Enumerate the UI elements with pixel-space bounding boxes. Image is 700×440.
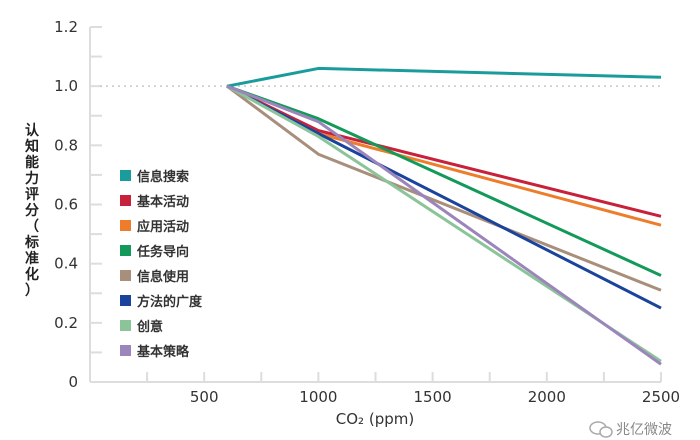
y-axis-label-char: 化: [25, 266, 39, 283]
y-axis-label-char: 评: [25, 187, 39, 203]
y-axis-label-char: ）: [25, 283, 39, 299]
series-line: [226, 84, 662, 277]
legend-label: 方法的广度: [137, 294, 203, 310]
legend-label: 基本策略: [136, 344, 190, 360]
series-line: [226, 84, 662, 363]
y-tick-label: 1.2: [54, 18, 78, 36]
x-tick-label: 1500: [414, 388, 452, 406]
legend-label: 应用活动: [137, 219, 189, 235]
legend-swatch: [120, 245, 131, 256]
legend-swatch: [120, 195, 131, 206]
y-axis-label-char: 分: [25, 203, 39, 219]
series-line: [226, 84, 662, 366]
watermark: 兆亿微波: [589, 421, 672, 438]
x-tick-label: 2000: [528, 388, 566, 406]
legend-label: 任务导向: [136, 244, 189, 260]
y-axis-label-char: 准: [25, 250, 39, 267]
y-axis-label: 认知能力评分（标准化）: [24, 122, 40, 299]
wechat-icon: [589, 421, 613, 438]
y-tick-label: 0.8: [54, 136, 78, 154]
x-tick-label: 500: [190, 388, 219, 406]
series-line: [226, 84, 662, 310]
series-line: [226, 84, 662, 292]
watermark-text: 兆亿微波: [616, 422, 672, 438]
legend-swatch: [120, 295, 131, 306]
series-line: [226, 66, 662, 88]
y-axis-label-char: 标: [24, 234, 39, 251]
y-tick-label: 0.4: [54, 255, 78, 273]
y-tick-label: 0.2: [54, 314, 78, 332]
legend-label: 创意: [136, 319, 163, 335]
y-axis-label-char: 力: [25, 170, 39, 187]
legend-label: 信息使用: [137, 269, 189, 285]
legend-swatch: [120, 170, 131, 181]
series-lines: [226, 66, 662, 366]
legend-swatch: [120, 320, 131, 331]
legend-swatch: [120, 345, 131, 356]
legend-label: 信息搜索: [137, 169, 189, 185]
legend-label: 基本活动: [136, 194, 189, 210]
y-tick-label: 0: [68, 373, 78, 391]
legend-swatch: [120, 220, 131, 231]
legend-swatch: [120, 270, 131, 281]
y-tick-label: 1.0: [54, 77, 78, 95]
y-axis-label-char: 认: [25, 122, 40, 139]
x-axis-label: CO₂ (ppm): [336, 410, 414, 428]
x-tick-label: 1000: [299, 388, 337, 406]
y-axis-label-char: 能: [25, 154, 39, 171]
x-tick-label: 2500: [642, 388, 680, 406]
axes: 500 1000 1500 2000 2500 0 0.2 0.4 0.6 0.8 1.0 1.2: [54, 18, 680, 406]
y-axis-label-char: 知: [25, 138, 39, 155]
y-tick-label: 0.6: [54, 196, 78, 214]
y-axis-label-char: （: [25, 219, 39, 235]
